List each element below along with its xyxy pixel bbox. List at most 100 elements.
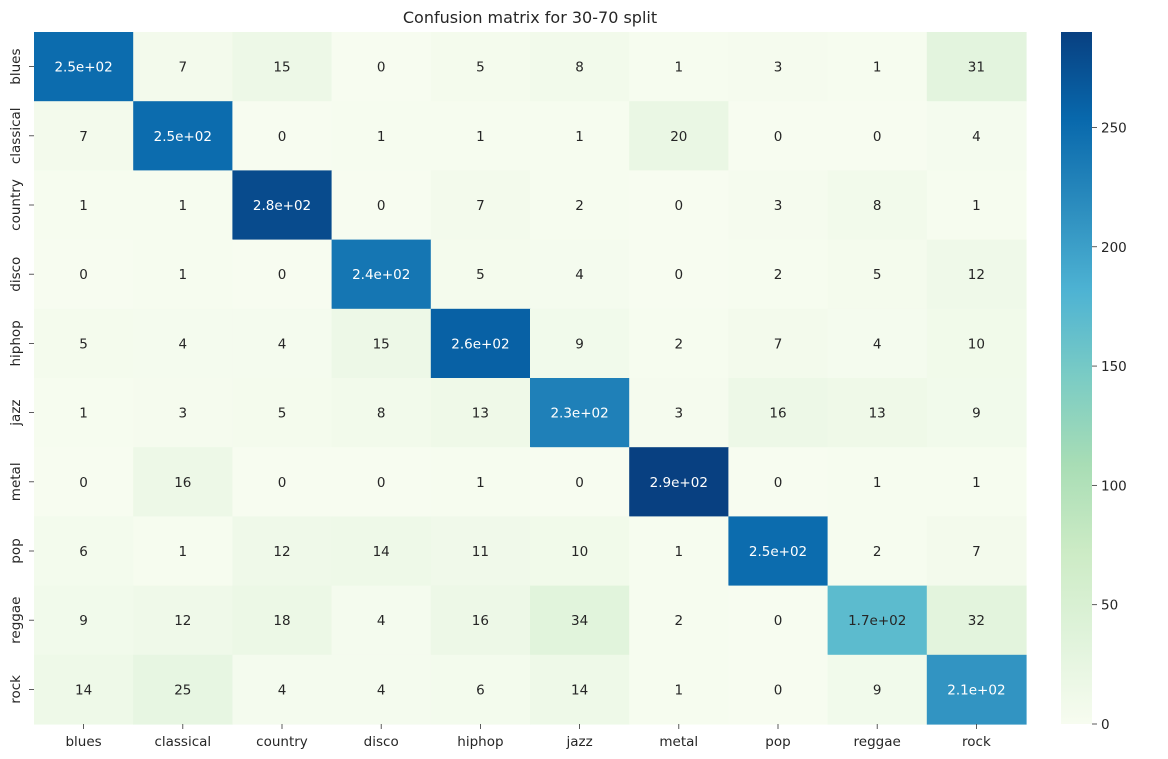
x-tick-label: blues — [65, 734, 101, 750]
cell-value-label: 16 — [174, 475, 191, 491]
heatmap-cell — [827, 308, 928, 379]
heatmap-cell — [331, 447, 432, 517]
heatmap-cell-labels: 2.5e+02 7 15 0 5 8 1 3 1 317 2.5e+02 0 1 1 1 20 0 0 41 1 2.8… — [54, 60, 1005, 699]
cell-value-label: 1 — [79, 198, 88, 214]
heatmap-cell — [232, 308, 333, 379]
heatmap-cell — [34, 585, 134, 656]
cell-value-label: 9 — [575, 336, 584, 352]
cell-value-label: 0 — [79, 475, 88, 491]
heatmap-cell — [827, 170, 928, 241]
heatmap-cell — [133, 170, 233, 241]
heatmap-cell — [827, 654, 928, 725]
cell-value-label: 25 — [174, 682, 191, 698]
cell-value-label: 4 — [972, 129, 981, 145]
cell-value-label: 0 — [377, 198, 386, 214]
cell-value-label: 4 — [278, 682, 287, 698]
x-tick-label: pop — [765, 734, 790, 750]
cell-value-label: 2 — [675, 336, 684, 352]
y-tick-label: reggae — [8, 597, 24, 644]
cell-value-label: 0 — [774, 129, 783, 145]
cell-value-label: 16 — [472, 613, 489, 629]
cell-value-label: 9 — [79, 613, 88, 629]
heatmap-cell — [34, 654, 134, 725]
x-tick-label: reggae — [854, 734, 901, 750]
cell-value-label: 2.9e+02 — [650, 475, 708, 491]
heatmap-cell — [34, 101, 134, 171]
cell-value-label: 2 — [675, 613, 684, 629]
heatmap-cell — [827, 239, 928, 310]
heatmap-cell — [728, 516, 829, 587]
heatmap-cell — [530, 516, 630, 587]
heatmap-cell — [530, 654, 630, 725]
cell-value-label: 12 — [968, 267, 985, 283]
cell-value-label: 2 — [873, 544, 882, 560]
heatmap-cell — [34, 170, 134, 241]
y-axis: blues classical country disco hiphop jazz meta… — [8, 48, 34, 704]
heatmap-cell — [331, 585, 432, 656]
cell-value-label: 0 — [774, 475, 783, 491]
heatmap-cell — [232, 32, 333, 102]
heatmap-cell — [728, 32, 829, 102]
x-tick-label: jazz — [565, 734, 592, 750]
y-tick-label: rock — [8, 675, 24, 704]
cell-value-label: 5 — [873, 267, 882, 283]
cell-value-label: 1.7e+02 — [848, 613, 906, 629]
heatmap-cell — [232, 447, 333, 517]
cell-value-label: 7 — [972, 544, 981, 560]
cell-value-label: 2.8e+02 — [253, 198, 311, 214]
heatmap-cell — [926, 585, 1027, 656]
cell-value-label: 5 — [79, 336, 88, 352]
heatmap-cell — [530, 447, 630, 517]
colorbar-tick-label: 50 — [1101, 598, 1118, 614]
heatmap-cell — [34, 516, 134, 587]
cell-value-label: 2.6e+02 — [451, 336, 509, 352]
cell-value-label: 6 — [79, 544, 88, 560]
cell-value-label: 2.4e+02 — [352, 267, 410, 283]
cell-value-label: 5 — [476, 267, 485, 283]
cell-value-label: 0 — [377, 475, 386, 491]
cell-value-label: 4 — [179, 336, 188, 352]
heatmap-cell — [926, 239, 1027, 310]
cell-value-label: 0 — [675, 267, 684, 283]
heatmap-cell — [232, 101, 333, 171]
heatmap-cell — [530, 239, 630, 310]
cell-value-label: 1 — [377, 129, 386, 145]
heatmap-cell — [728, 585, 829, 656]
heatmap-cell — [133, 239, 233, 310]
cell-value-label: 2.5e+02 — [154, 129, 212, 145]
cell-value-label: 3 — [774, 198, 783, 214]
cell-value-label: 2.5e+02 — [54, 60, 112, 76]
heatmap-cell — [133, 447, 233, 517]
cell-value-label: 3 — [774, 60, 783, 76]
heatmap-cell — [728, 654, 829, 725]
cell-value-label: 1 — [675, 60, 684, 76]
cell-value-label: 0 — [79, 267, 88, 283]
cell-value-label: 0 — [377, 60, 386, 76]
cell-value-label: 7 — [179, 60, 188, 76]
heatmap-cell — [728, 308, 829, 379]
cell-value-label: 1 — [972, 475, 981, 491]
heatmap-cell — [926, 308, 1027, 379]
heatmap-cell — [827, 516, 928, 587]
cell-value-label: 7 — [476, 198, 485, 214]
cell-value-label: 16 — [769, 406, 786, 422]
heatmap-cell — [629, 516, 729, 587]
cell-value-label: 0 — [575, 475, 584, 491]
heatmap-cell — [331, 516, 432, 587]
heatmap-cells — [34, 32, 1027, 725]
heatmap-cell — [629, 32, 729, 102]
heatmap-cell — [430, 239, 531, 310]
cell-value-label: 18 — [273, 613, 290, 629]
cell-value-label: 7 — [774, 336, 783, 352]
heatmap-cell — [232, 516, 333, 587]
cell-value-label: 34 — [571, 613, 588, 629]
x-tick-label: classical — [154, 734, 211, 750]
heatmap-cell — [232, 654, 333, 725]
cell-value-label: 4 — [377, 613, 386, 629]
cell-value-label: 0 — [278, 129, 287, 145]
cell-value-label: 0 — [675, 198, 684, 214]
colorbar: 0 50 100 150 200 250 — [1061, 32, 1127, 733]
cell-value-label: 32 — [968, 613, 985, 629]
cell-value-label: 4 — [575, 267, 584, 283]
heatmap-cell — [133, 378, 233, 448]
